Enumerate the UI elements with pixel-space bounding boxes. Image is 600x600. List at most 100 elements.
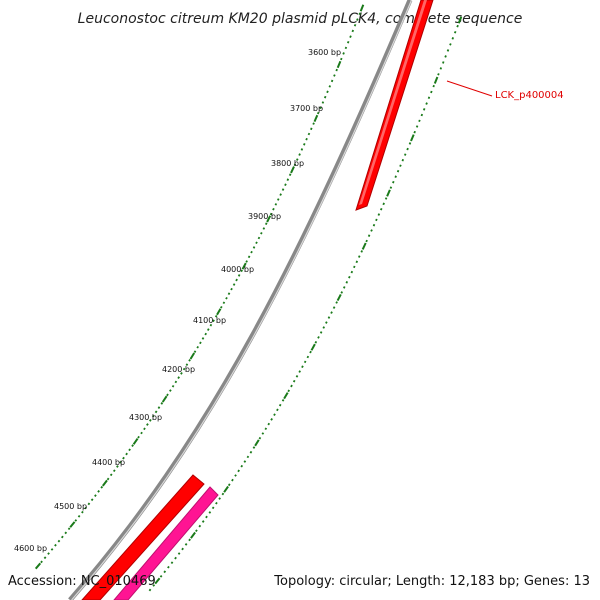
tick-mark: [284, 183, 287, 187]
tick-mark: [154, 410, 158, 414]
tick-label: 4100 bp: [193, 316, 226, 325]
tick-mark: [384, 197, 388, 200]
tick-mark: [231, 478, 234, 482]
tick-mark: [456, 24, 459, 28]
tick-mark: [184, 543, 188, 546]
tick-mark: [314, 340, 318, 344]
tick-mark: [422, 108, 426, 111]
tick-mark: [298, 153, 301, 156]
tick-mark: [437, 73, 440, 76]
tick-mark: [240, 269, 243, 273]
tick-mark: [342, 286, 346, 289]
tick-mark: [306, 355, 310, 359]
tick-mark: [74, 519, 78, 522]
tick-mark: [415, 125, 419, 128]
tick-label: 4200 bp: [162, 365, 195, 374]
tick-mark: [34, 562, 42, 570]
tick-mark: [69, 521, 76, 528]
tick-mark: [305, 137, 308, 141]
tick-mark: [353, 265, 356, 269]
tick-mark: [410, 134, 415, 142]
tick-mark: [351, 29, 355, 33]
tick-mark: [214, 314, 218, 318]
tick-mark: [403, 153, 407, 156]
tick-mark: [342, 52, 345, 55]
tick-mark: [453, 30, 457, 34]
tick-mark: [54, 543, 57, 547]
tick-mark: [335, 68, 338, 72]
tick-mark: [346, 40, 350, 44]
tick-mark: [270, 418, 273, 421]
tick-mark: [316, 111, 320, 115]
tick-mark: [209, 323, 213, 327]
backbone-highlight: [71, 0, 413, 600]
tick-mark: [303, 360, 307, 364]
tick-mark: [225, 296, 228, 300]
tick-mark: [278, 403, 282, 407]
tick-mark: [317, 336, 320, 339]
tick-mark: [325, 321, 328, 324]
tick-mark: [420, 113, 424, 117]
tick-mark: [204, 332, 207, 336]
tick-mark: [207, 328, 210, 331]
tick-mark: [301, 365, 304, 369]
tick-mark: [262, 227, 266, 230]
tick-mark: [50, 548, 54, 551]
tick-mark: [292, 379, 296, 383]
tick-mark: [309, 350, 312, 354]
tick-mark: [221, 492, 225, 496]
tick-mark: [273, 413, 276, 416]
tick-mark: [84, 506, 87, 510]
tick-mark: [295, 158, 299, 161]
tick-mark: [288, 173, 292, 177]
tick-mark: [61, 535, 64, 539]
tick-mark: [392, 180, 395, 184]
tick-mark: [132, 438, 139, 445]
tick-mark: [159, 575, 163, 578]
tick-mark: [258, 436, 262, 440]
tick-mark: [174, 556, 177, 560]
tick-mark: [57, 539, 61, 543]
tick-mark: [90, 498, 94, 502]
tick-mark: [220, 305, 223, 309]
tick-mark: [211, 506, 215, 510]
map-title: Leuconostoc citreum KM20 plasmid pLCK4, …: [78, 11, 523, 27]
gene-lower-pink[interactable]: [113, 486, 219, 600]
tick-mark: [112, 469, 116, 473]
tick-mark: [188, 538, 191, 542]
gene-label-lck-p400004[interactable]: LCK_p400004: [495, 90, 564, 101]
tick-mark: [298, 370, 301, 373]
tick-mark: [382, 202, 385, 206]
tick-label: 3900 bp: [248, 212, 281, 221]
tick-mark: [355, 260, 359, 264]
tick-mark: [307, 132, 311, 136]
tick-mark: [290, 384, 293, 388]
tick-mark: [379, 207, 383, 211]
tick-mark: [234, 474, 237, 477]
tick-mark: [243, 460, 247, 463]
tick-mark: [401, 158, 405, 162]
tick-mark: [237, 469, 240, 473]
tick-mark: [223, 485, 229, 493]
tick-mark: [201, 520, 205, 523]
tick-mark: [170, 561, 174, 565]
tick-mark: [444, 55, 447, 58]
tick-mark: [177, 552, 181, 555]
tick-mark: [375, 218, 378, 222]
tick-mark: [372, 223, 376, 227]
tick-mark: [321, 101, 325, 104]
tick-label: 4400 bp: [92, 458, 125, 467]
tick-mark: [323, 95, 327, 99]
tick-mark: [281, 188, 285, 191]
tick-mark: [195, 529, 198, 533]
gene-lower-red[interactable]: [81, 474, 205, 600]
tick-mark: [257, 236, 261, 240]
backbone-arc: [68, 0, 413, 600]
tick-mark: [327, 316, 331, 319]
tick-mark: [344, 46, 348, 50]
tick-mark: [394, 175, 397, 178]
tick-mark: [160, 402, 164, 405]
tick-mark: [413, 130, 416, 134]
tick-mark: [240, 464, 244, 468]
tick-mark: [287, 389, 290, 393]
